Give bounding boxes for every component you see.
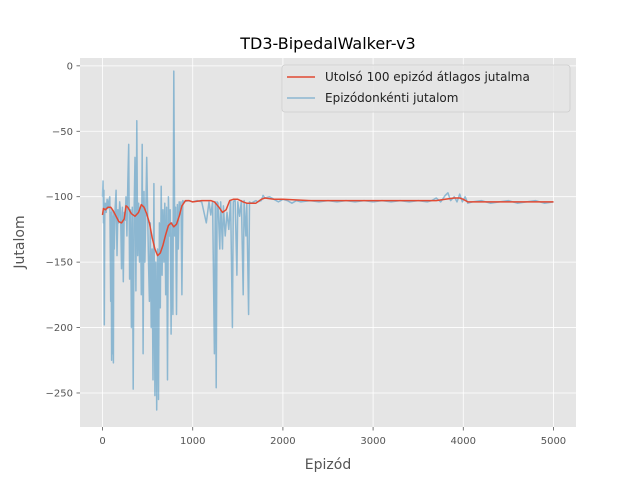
y-tick-label: −50: [52, 127, 73, 138]
legend-label-average: Utolsó 100 epizód átlagos jutalma: [325, 70, 530, 84]
y-axis-label: Jutalom: [12, 215, 28, 269]
legend: Utolsó 100 epizód átlagos jutalma Epizód…: [281, 64, 571, 113]
chart-title: TD3-BipedalWalker-v3: [239, 34, 415, 53]
y-tick-label: −150: [46, 258, 73, 269]
series-layer: [101, 70, 554, 411]
legend-box: [281, 64, 571, 113]
ticks: 0 1000 2000 3000 4000 5000 0 −50 −100 −150 −200 −25…: [46, 61, 567, 447]
y-tick-label: −250: [46, 388, 73, 399]
x-tick-label: 0: [99, 436, 105, 447]
legend-label-episode: Epizódonkénti jutalom: [325, 91, 458, 105]
x-tick-label: 3000: [360, 436, 385, 447]
y-tick-label: −200: [46, 323, 73, 334]
series-line-episode-reward: [101, 70, 554, 411]
x-tick-label: 1000: [180, 436, 205, 447]
y-tick-label: −100: [46, 192, 73, 203]
x-tick-label: 2000: [270, 436, 295, 447]
x-tick-label: 4000: [451, 436, 476, 447]
x-axis-label: Epizód: [305, 457, 351, 473]
series-line-average-reward: [101, 197, 554, 257]
y-tick-label: 0: [67, 61, 73, 72]
x-tick-label: 5000: [541, 436, 566, 447]
